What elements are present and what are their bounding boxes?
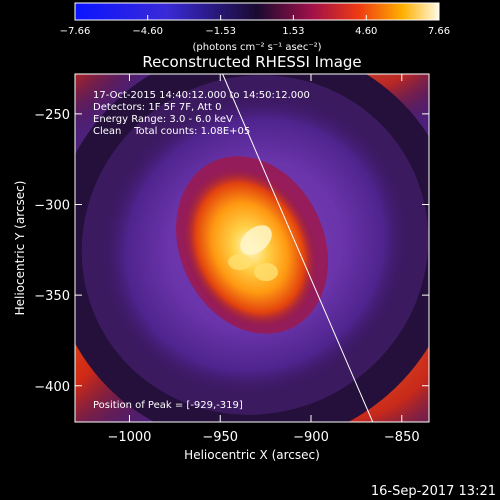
- colorbar: [74, 2, 440, 21]
- x-tick-label: −950: [202, 430, 238, 445]
- x-axis-label: Heliocentric X (arcsec): [184, 448, 320, 462]
- colorbar-tick-label: −4.60: [132, 26, 163, 37]
- annotation-energy-range: Energy Range: 3.0 - 6.0 keV: [93, 114, 233, 125]
- footer-timestamp: 16-Sep-2017 13:21: [371, 484, 496, 499]
- colorbar-tick-label: 1.53: [282, 26, 304, 37]
- colorbar-unit-label: (photons cm⁻² s⁻¹ asec⁻²): [192, 42, 321, 53]
- x-tick-label: −900: [293, 430, 329, 445]
- y-tick-label: −400: [34, 380, 70, 395]
- x-tick-label: −850: [384, 430, 420, 445]
- y-tick-label: −250: [34, 108, 70, 123]
- colorbar-tick-label: −7.66: [60, 26, 91, 37]
- colorbar-tick-label: −1.53: [205, 26, 236, 37]
- chart-title: Reconstructed RHESSI Image: [142, 53, 361, 71]
- colorbar-tick-label: 4.60: [355, 26, 377, 37]
- x-tick-label: −1000: [107, 430, 151, 445]
- plot-frame: [74, 73, 430, 423]
- colorbar-tick-label: 7.66: [428, 26, 450, 37]
- y-axis-label: Heliocentric Y (arcsec): [13, 181, 27, 316]
- annotation-time-range: 17-Oct-2015 14:40:12.000 to 14:50:12.000: [93, 90, 310, 101]
- y-tick-label: −300: [34, 199, 70, 214]
- colorbar-ticks: −7.66 −4.60 −1.53 1.53 4.60 7.66: [60, 15, 450, 37]
- y-axis-ticks: −250 −300 −350 −400: [34, 108, 429, 395]
- annotation-peak-position: Position of Peak = [-929,-319]: [93, 400, 243, 411]
- annotation-clean-counts: Clean Total counts: 1.08E+05: [93, 126, 250, 137]
- x-axis-ticks: −1000 −950 −900 −850: [107, 74, 420, 445]
- annotation-detectors: Detectors: 1F 5F 7F, Att 0: [93, 102, 221, 113]
- solar-limb-line: [222, 73, 374, 423]
- y-tick-label: −350: [34, 289, 70, 304]
